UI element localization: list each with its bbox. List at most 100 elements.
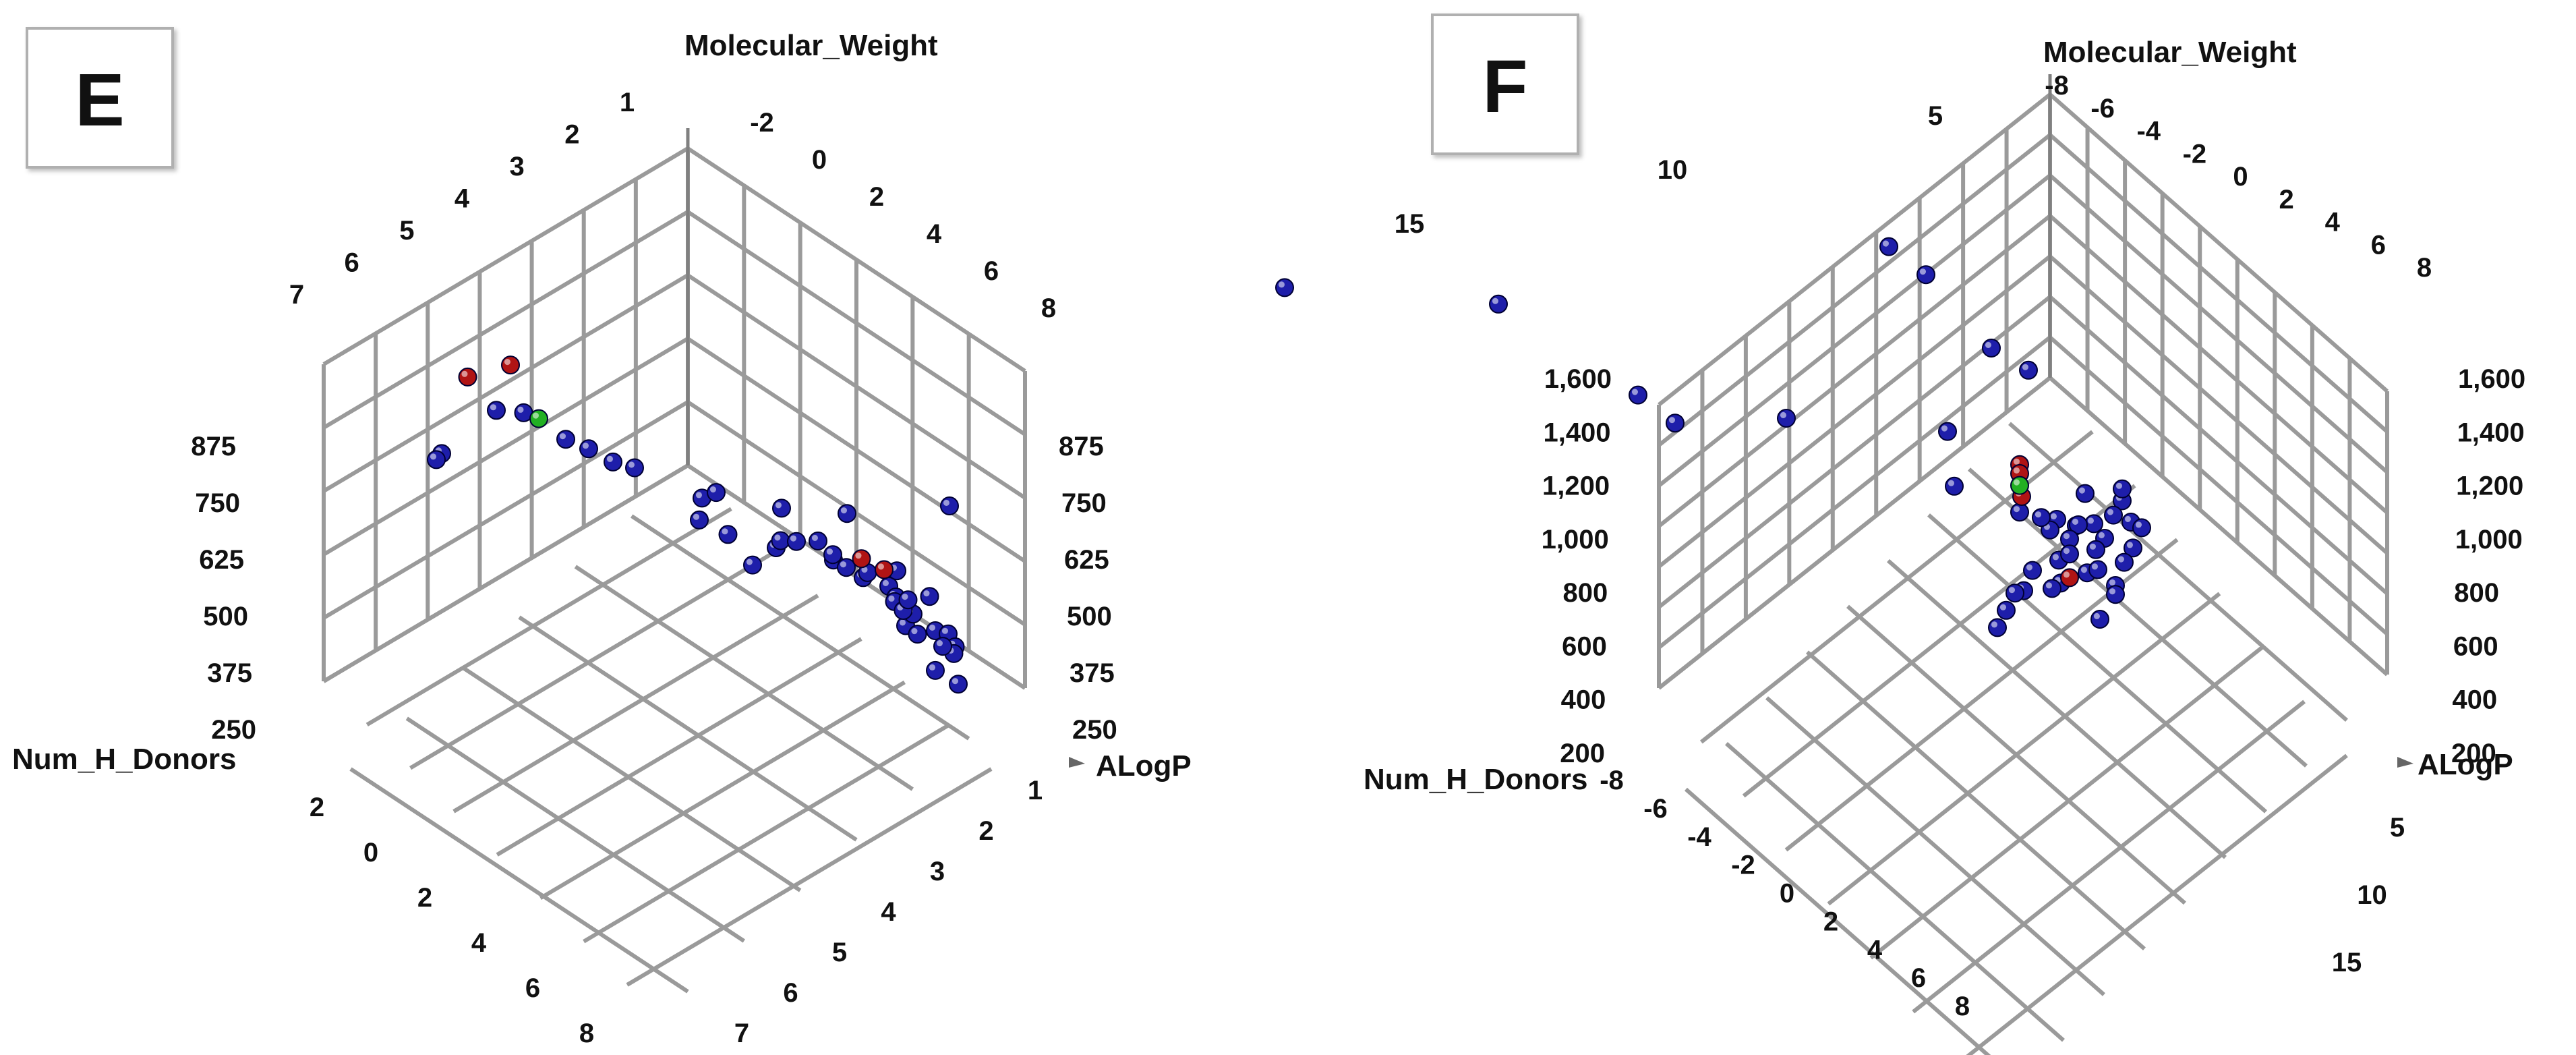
data-point-blue <box>1275 278 1294 297</box>
data-point-blue-marker <box>707 483 726 503</box>
tick-labels: -8-6-4-202468510151,6001,4001,2001,00080… <box>1395 71 2525 1021</box>
data-point-blue <box>2019 360 2038 380</box>
tick-label: 6 <box>984 256 999 286</box>
point-highlight <box>2072 518 2078 525</box>
grid-line <box>452 594 819 814</box>
grid-lines <box>322 146 1027 994</box>
point-highlight <box>2052 554 2059 561</box>
data-point-blue <box>2090 610 2109 629</box>
point-highlight <box>877 563 884 570</box>
point-highlight <box>504 359 510 366</box>
point-highlight <box>2080 567 2087 573</box>
tick-label: 8 <box>2417 253 2432 283</box>
grid-lines <box>1657 92 2389 1055</box>
data-point-blue <box>772 498 791 518</box>
data-point-blue-marker <box>2106 585 2125 604</box>
point-highlight <box>2008 587 2015 594</box>
tick-label: 750 <box>195 488 240 518</box>
point-highlight <box>882 579 889 586</box>
tick-label: 250 <box>1072 715 1117 745</box>
panel-label-e: E <box>26 27 174 169</box>
tick-label: 2 <box>978 816 993 846</box>
point-highlight <box>2013 458 2020 465</box>
data-point-blue-marker <box>2090 610 2109 629</box>
tick-label: 200 <box>2451 739 2496 768</box>
scatter-3d-plot-e: -202468123456787575062550037525087575062… <box>12 29 1192 1048</box>
data-point-blue <box>2023 561 2042 580</box>
point-highlight <box>490 404 496 411</box>
tick-label: 8 <box>579 1019 594 1048</box>
point-highlight <box>2109 588 2115 595</box>
tick-label: 2 <box>1823 907 1838 936</box>
data-point-green <box>529 409 548 428</box>
data-point-blue-marker <box>823 545 842 565</box>
tick-label: 4 <box>881 897 896 927</box>
data-point-blue-marker <box>933 637 952 656</box>
data-point-blue-marker <box>2019 360 2038 380</box>
data-point-blue <box>1997 600 2016 620</box>
data-point-blue <box>2113 479 2132 498</box>
tick-label: 6 <box>525 973 540 1003</box>
data-point-blue-marker <box>2086 540 2105 559</box>
grid-line <box>631 514 970 741</box>
point-highlight <box>582 443 589 449</box>
point-highlight <box>1780 411 1786 418</box>
point-highlight <box>2045 582 2052 589</box>
grid-line <box>322 463 689 683</box>
point-highlight <box>929 664 935 671</box>
tick-label: 4 <box>1867 935 1883 965</box>
tick-label: 1,400 <box>1543 418 1610 447</box>
tick-label: 375 <box>1070 658 1115 688</box>
point-highlight <box>628 461 635 468</box>
tick-label: -6 <box>1643 794 1668 824</box>
grid-line <box>1685 787 1991 1055</box>
data-point-blue <box>823 545 842 565</box>
data-point-blue-marker <box>1988 618 2007 637</box>
tick-labels: -202468123456787575062550037525087575062… <box>191 88 1117 1048</box>
data-point-blue-marker <box>1629 385 1647 405</box>
point-highlight <box>2026 564 2032 571</box>
grid-line <box>2049 376 2389 677</box>
data-point-blue <box>898 590 918 610</box>
point-highlight <box>1991 621 1997 628</box>
scatter-3d-plot-f: -8-6-4-202468510151,6001,4001,2001,00080… <box>1275 36 2525 1055</box>
grid-line <box>1827 592 2221 906</box>
tick-label: 15 <box>2332 948 2362 977</box>
data-point-blue-marker <box>1777 409 1796 428</box>
data-point-blue-marker <box>625 458 644 478</box>
point-highlight <box>936 640 943 647</box>
chart-panel-f: -8 -6 -4 -2 0 2 4 6 8 5 10 15 1,600 1,400 1,200 1,000 80… <box>1254 0 2576 1055</box>
tick-label: 0 <box>812 145 827 175</box>
point-highlight <box>2063 548 2070 554</box>
data-point-blue-marker <box>2060 544 2079 564</box>
grid-line <box>626 767 993 987</box>
tick-label: 800 <box>1563 578 1608 608</box>
point-highlight <box>2078 487 2085 494</box>
point-highlight <box>840 507 847 514</box>
data-point-blue <box>1982 339 2001 358</box>
point-highlight <box>840 561 846 568</box>
tick-label: 200 <box>1560 739 1605 768</box>
data-point-blue-marker <box>427 450 446 469</box>
point-highlight <box>606 455 613 462</box>
tick-label: 4 <box>2325 208 2341 237</box>
data-point-blue-marker <box>1489 294 1508 314</box>
tick-label: -2 <box>1731 851 1755 880</box>
tick-label: 3 <box>930 857 945 886</box>
data-point-blue <box>427 450 446 469</box>
point-highlight <box>2089 543 2096 550</box>
tick-label: 7 <box>734 1019 749 1048</box>
tick-label: 625 <box>199 545 244 575</box>
data-point-blue <box>579 439 598 459</box>
tick-label: -8 <box>1600 766 1624 795</box>
point-highlight <box>559 433 566 440</box>
data-point-blue-marker <box>690 510 709 530</box>
point-highlight <box>2124 515 2131 522</box>
data-point-blue <box>690 510 709 530</box>
data-point-blue <box>625 458 644 478</box>
grid-line <box>496 637 862 857</box>
point-highlight <box>775 502 782 509</box>
data-point-blue <box>2060 544 2079 564</box>
data-point-red <box>852 549 871 569</box>
tick-label: -4 <box>2136 117 2161 146</box>
